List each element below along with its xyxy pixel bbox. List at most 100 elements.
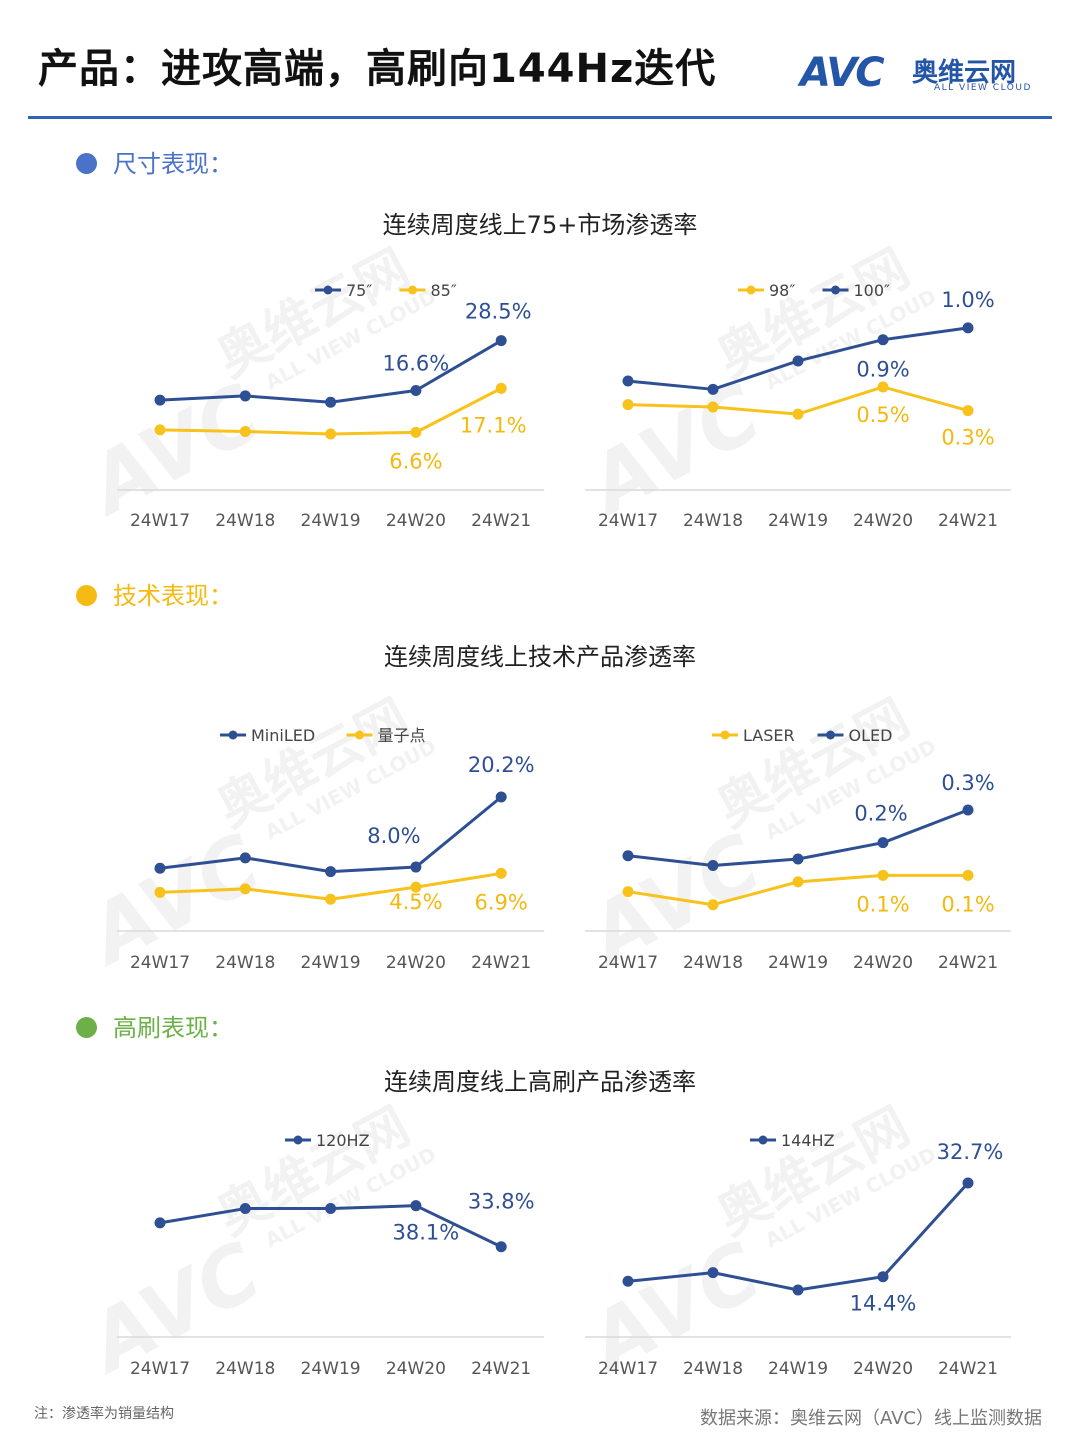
data-label: 0.1% [941,892,994,916]
legend-label: OLED [849,726,893,745]
legend-swatch-marker [831,285,840,295]
x-tick-label: 24W17 [130,511,190,531]
x-tick-label: 24W21 [938,511,998,531]
legend-swatch-marker [720,730,730,740]
legend-label: 75″ [346,281,372,300]
data-point [410,384,422,396]
x-tick-label: 24W20 [386,953,446,973]
watermark-mark: AVC [570,366,775,534]
legend-label: 144HZ [781,1131,835,1150]
data-point [239,852,251,864]
data-point [962,1177,974,1189]
x-tick-label: 24W21 [471,1359,531,1379]
data-point [877,1271,889,1283]
legend-label: 量子点 [378,726,426,745]
data-label: 6.6% [389,449,442,473]
x-tick-label: 24W21 [938,953,998,973]
data-label: 14.4% [850,1292,917,1316]
x-tick-label: 24W19 [768,511,828,531]
data-point [154,1217,166,1229]
data-point [495,382,507,394]
data-point [410,881,422,893]
legend-item: LASER [712,726,795,745]
x-tick-label: 24W21 [471,953,531,973]
data-point [239,1203,251,1215]
legend-swatch-marker [408,285,417,295]
x-tick-label: 24W18 [215,1359,275,1379]
data-point [410,861,422,873]
data-point [877,869,889,881]
section-tech-label: 技术表现： [113,582,233,610]
data-point [154,394,166,406]
x-tick-label: 24W18 [215,511,275,531]
x-tick-label: 24W17 [130,953,190,973]
data-point [962,322,974,334]
section-refresh: 高刷表现： [76,1008,233,1043]
data-point [622,375,634,387]
data-point [325,428,337,440]
data-point [707,860,719,872]
data-label: 0.1% [856,892,909,916]
data-label: 0.3% [941,426,994,450]
x-tick-label: 24W20 [853,953,913,973]
data-point [792,876,804,888]
bullet-icon [76,585,97,606]
x-tick-label: 24W19 [301,1359,361,1379]
legend-item: 85″ [399,281,457,300]
legend-label: MiniLED [251,726,315,745]
data-point [495,1241,507,1253]
data-label: 1.0% [941,288,994,312]
page-title: 产品：进攻高端，高刷向144Hz迭代 [38,46,717,92]
bullet-icon [76,1017,97,1038]
section-tech: 技术表现： [76,576,233,611]
data-label: 6.9% [475,890,528,914]
legend-item: 98″ [738,281,795,300]
data-point [792,1284,804,1296]
legend-item: 量子点 [346,726,426,745]
x-tick-label: 24W20 [386,1359,446,1379]
legend-swatch-marker [228,730,238,740]
data-point [792,408,804,420]
data-label: 0.5% [856,403,909,427]
data-point [325,893,337,905]
x-tick-label: 24W18 [683,1359,743,1379]
data-label: 38.1% [393,1221,460,1245]
x-tick-label: 24W20 [386,511,446,531]
x-tick-label: 24W21 [938,1359,998,1379]
data-point [154,424,166,436]
data-point [325,866,337,878]
footnote: 注：渗透率为销量结构 [34,1406,174,1422]
legend-swatch-marker [826,730,835,740]
logo-name-cn: 奥维云网 [912,58,1017,88]
legend-item: 120HZ [285,1131,370,1150]
data-point [877,334,889,346]
data-point [877,381,889,393]
legend-label: 100″ [854,281,891,300]
legend-item: 75″ [315,281,372,300]
legend-item: 100″ [822,281,891,300]
legend-label: 85″ [431,281,457,300]
data-label: 33.8% [468,1190,535,1214]
data-label: 16.6% [383,351,450,375]
legend-swatch-marker [323,285,333,295]
legend-swatch-marker [758,1135,768,1145]
x-tick-label: 24W20 [853,1359,913,1379]
data-point [495,791,507,803]
chart-block-title-tech: 连续周度线上技术产品渗透率 [384,643,696,671]
x-tick-label: 24W21 [471,511,531,531]
data-point [325,396,337,408]
data-point [622,399,634,411]
data-label: 0.2% [854,802,907,826]
legend-label: 120HZ [316,1131,370,1150]
data-point [792,853,804,865]
x-tick-label: 24W18 [683,511,743,531]
data-point [239,426,251,438]
data-point [962,405,974,417]
data-point [239,883,251,895]
data-label: 20.2% [468,753,535,777]
